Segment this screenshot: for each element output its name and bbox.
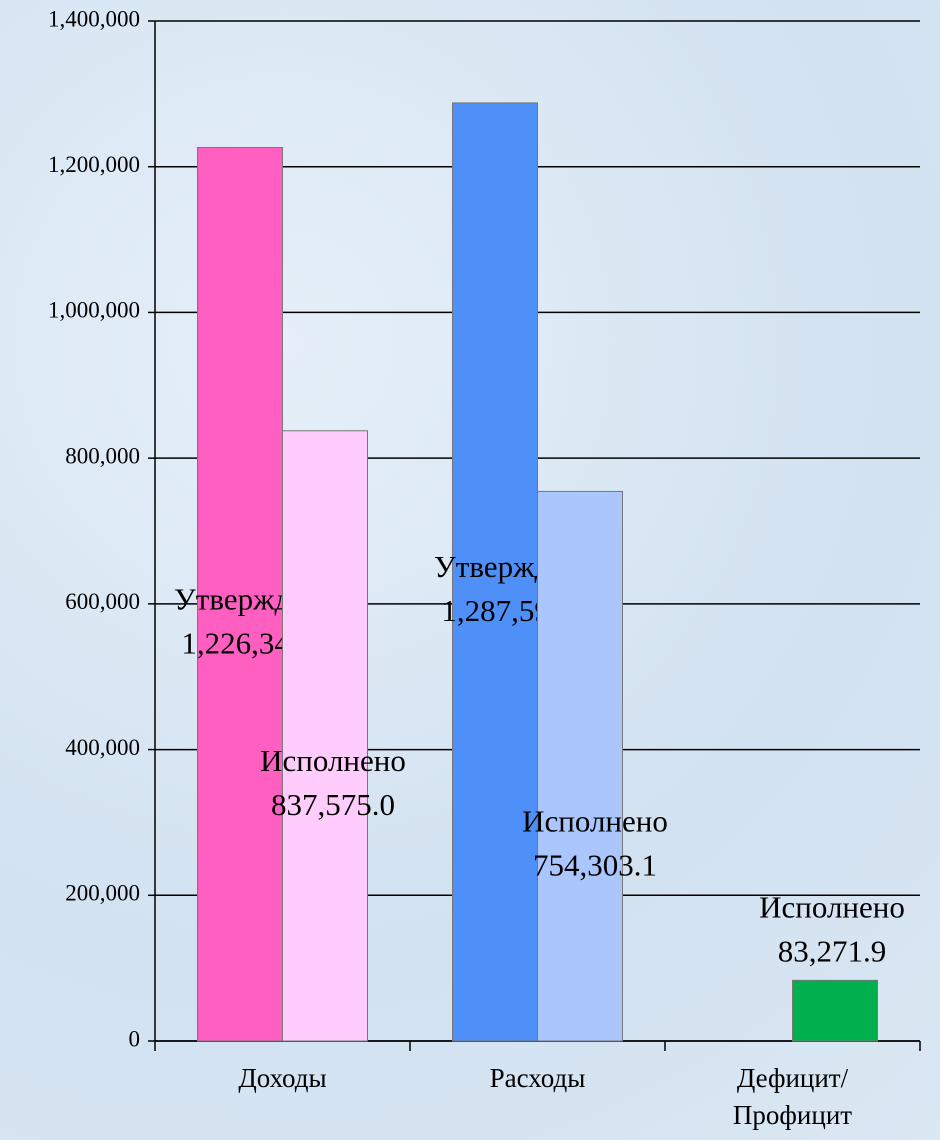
bar: [792, 979, 878, 1042]
x-tick-label: Доходы: [238, 1063, 326, 1093]
data-label: 754,303.1: [533, 847, 657, 882]
y-tick-label: 400,000: [65, 735, 140, 760]
y-tick-label: 1,200,000: [48, 152, 140, 177]
data-label-name: Исполнено: [522, 803, 668, 838]
bar: [537, 490, 623, 1042]
data-label-name: Исполнено: [759, 889, 905, 924]
y-tick-label: 200,000: [65, 881, 140, 906]
y-tick-label: 1,000,000: [48, 298, 140, 323]
bar: [452, 102, 538, 1042]
y-tick-label: 1,400,000: [48, 6, 140, 31]
bar: [197, 147, 283, 1042]
bar: [282, 430, 368, 1042]
x-tick-label: Дефицит/Профицит: [733, 1063, 852, 1130]
x-tick-label: Расходы: [490, 1063, 586, 1093]
data-label: 83,271.9: [778, 933, 887, 968]
data-label: 837,575.0: [271, 787, 395, 822]
data-label-name: Исполнено: [260, 743, 406, 778]
y-tick-label: 0: [129, 1026, 141, 1051]
y-tick-label: 600,000: [65, 589, 140, 614]
y-tick-label: 800,000: [65, 443, 140, 468]
